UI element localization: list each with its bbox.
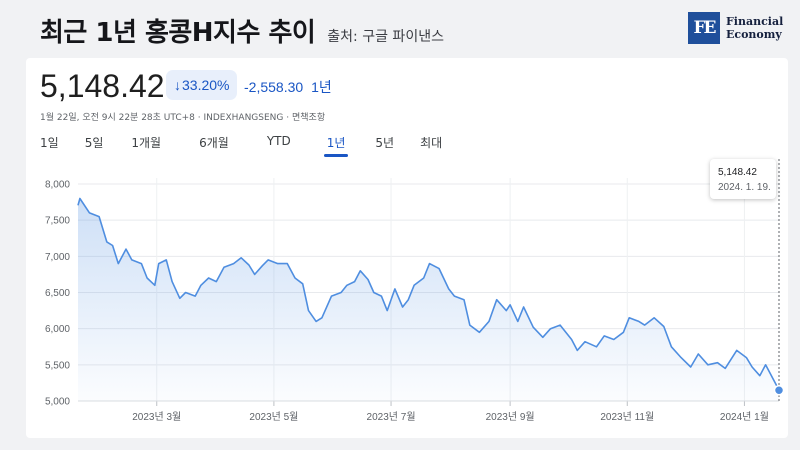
tooltip-date: 2024. 1. 19. <box>718 182 771 193</box>
chart-tooltip: 5,148.42 2024. 1. 19. <box>710 159 776 199</box>
tooltip-value: 5,148.42 <box>718 167 757 178</box>
quote-meta: 1월 22일, 오전 9시 22분 28초 UTC+8 · INDEXHANGS… <box>40 113 326 123</box>
change-percent: 33.20% <box>182 77 230 93</box>
x-tick-label-2: 2023년 7월 <box>367 411 416 423</box>
y-tick-label-3: 6,500 <box>45 288 70 299</box>
change-period: 1년 <box>311 79 332 95</box>
page-title: 최근 1년 홍콩H지수 추이 <box>40 18 316 48</box>
y-tick-label-6: 8,000 <box>45 180 70 191</box>
range-tab-2[interactable]: 1개월 <box>131 136 162 150</box>
range-tabs: 1일 5일 1개월 6개월 YTD 1년 5년 최대 <box>40 134 442 157</box>
y-tick-label-1: 5,500 <box>45 360 70 371</box>
x-tick-label-4: 2023년 11월 <box>600 411 654 423</box>
range-tab-6[interactable]: 5년 <box>375 136 395 150</box>
x-tick-label-1: 2023년 5월 <box>249 411 298 423</box>
change-absolute-value: -2,558.30 <box>244 79 304 95</box>
range-tab-4[interactable]: YTD <box>266 134 291 148</box>
x-tick-label-3: 2023년 9월 <box>486 411 535 423</box>
change-absolute: -2,558.30 1년 <box>244 77 332 97</box>
y-tick-label-0: 5,000 <box>45 397 70 408</box>
source-note: 출처: 구글 파이낸스 <box>327 29 444 45</box>
range-tab-7[interactable]: 최대 <box>420 136 443 150</box>
last-point <box>773 385 785 396</box>
logo-line-2: Economy <box>726 28 782 41</box>
series-area <box>78 198 779 401</box>
y-tick-label-4: 7,000 <box>45 252 70 263</box>
brand-logo: FE Financial Economy <box>688 12 783 44</box>
logo-line-1: Financial <box>726 15 784 28</box>
logo-mark: FE <box>688 12 720 44</box>
arrow-down-icon: ↓ <box>174 77 181 93</box>
range-tab-3[interactable]: 6개월 <box>199 136 229 150</box>
y-tick-label-2: 6,000 <box>45 324 70 335</box>
x-tick-label-5: 2024년 1월 <box>720 411 769 423</box>
logo-wordmark: Financial Economy <box>726 15 783 41</box>
current-price: 5,148.42 <box>40 68 165 104</box>
price-chart[interactable]: 5,000 5,500 6,000 6,500 7,000 7,500 8,000 2023년… <box>26 58 788 438</box>
series-line <box>77 197 780 391</box>
range-tab-1[interactable]: 5일 <box>84 136 104 150</box>
range-tab-0[interactable]: 1일 <box>40 136 59 150</box>
range-tab-5[interactable]: 1년 <box>323 134 349 157</box>
quote-card: 5,148.42 ↓ 33.20% -2,558.30 1년 1월 22일, 오… <box>26 58 788 438</box>
x-tick-label-0: 2023년 3월 <box>132 411 181 423</box>
headline: 최근 1년 홍콩H지수 추이 출처: 구글 파이낸스 <box>40 12 444 49</box>
change-percent-badge: ↓ 33.20% <box>166 70 238 100</box>
y-tick-label-5: 7,500 <box>45 216 70 227</box>
